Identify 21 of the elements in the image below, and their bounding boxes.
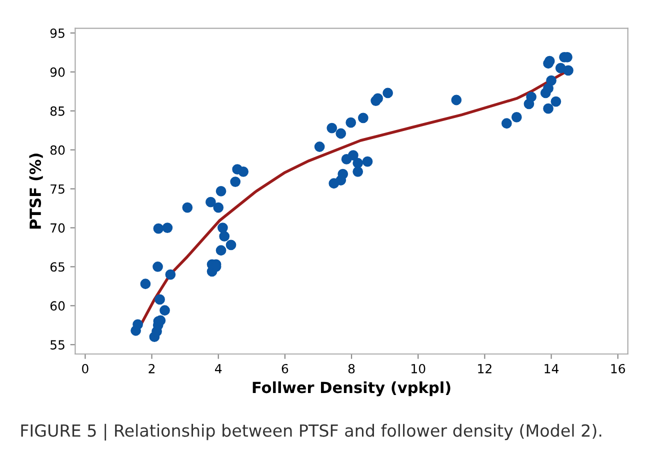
x-tick-label: 8 [348, 364, 355, 374]
y-tick-label: 90 [50, 67, 65, 77]
y-tick-label: 95 [50, 28, 64, 38]
x-tick-label: 2 [148, 364, 155, 374]
x-tick-label: 10 [412, 364, 426, 374]
y-tick-label: 55 [50, 340, 64, 350]
y-tick-label: 70 [50, 223, 65, 233]
y-tick-label: 75 [50, 184, 64, 194]
y-tick-label: 65 [50, 262, 64, 272]
x-tick-label: 14 [544, 364, 559, 374]
y-tick-label: 80 [50, 145, 65, 155]
y-tick-label: 60 [50, 301, 65, 311]
x-tick-label: 4 [214, 364, 222, 374]
caption: FIGURE 5 | Relationship between PTSF and follower density (Model 2). [21, 424, 602, 441]
x-tick-label: 16 [611, 364, 626, 374]
x-axis-title: Follwer Density (vpkpl) [252, 381, 450, 396]
y-tick-label: 85 [50, 106, 64, 116]
x-tick-label: 0 [82, 364, 88, 374]
y-axis-title: PTSF (%) [29, 154, 43, 229]
x-tick-label: 12 [478, 364, 492, 374]
x-tick-label: 6 [282, 364, 288, 374]
